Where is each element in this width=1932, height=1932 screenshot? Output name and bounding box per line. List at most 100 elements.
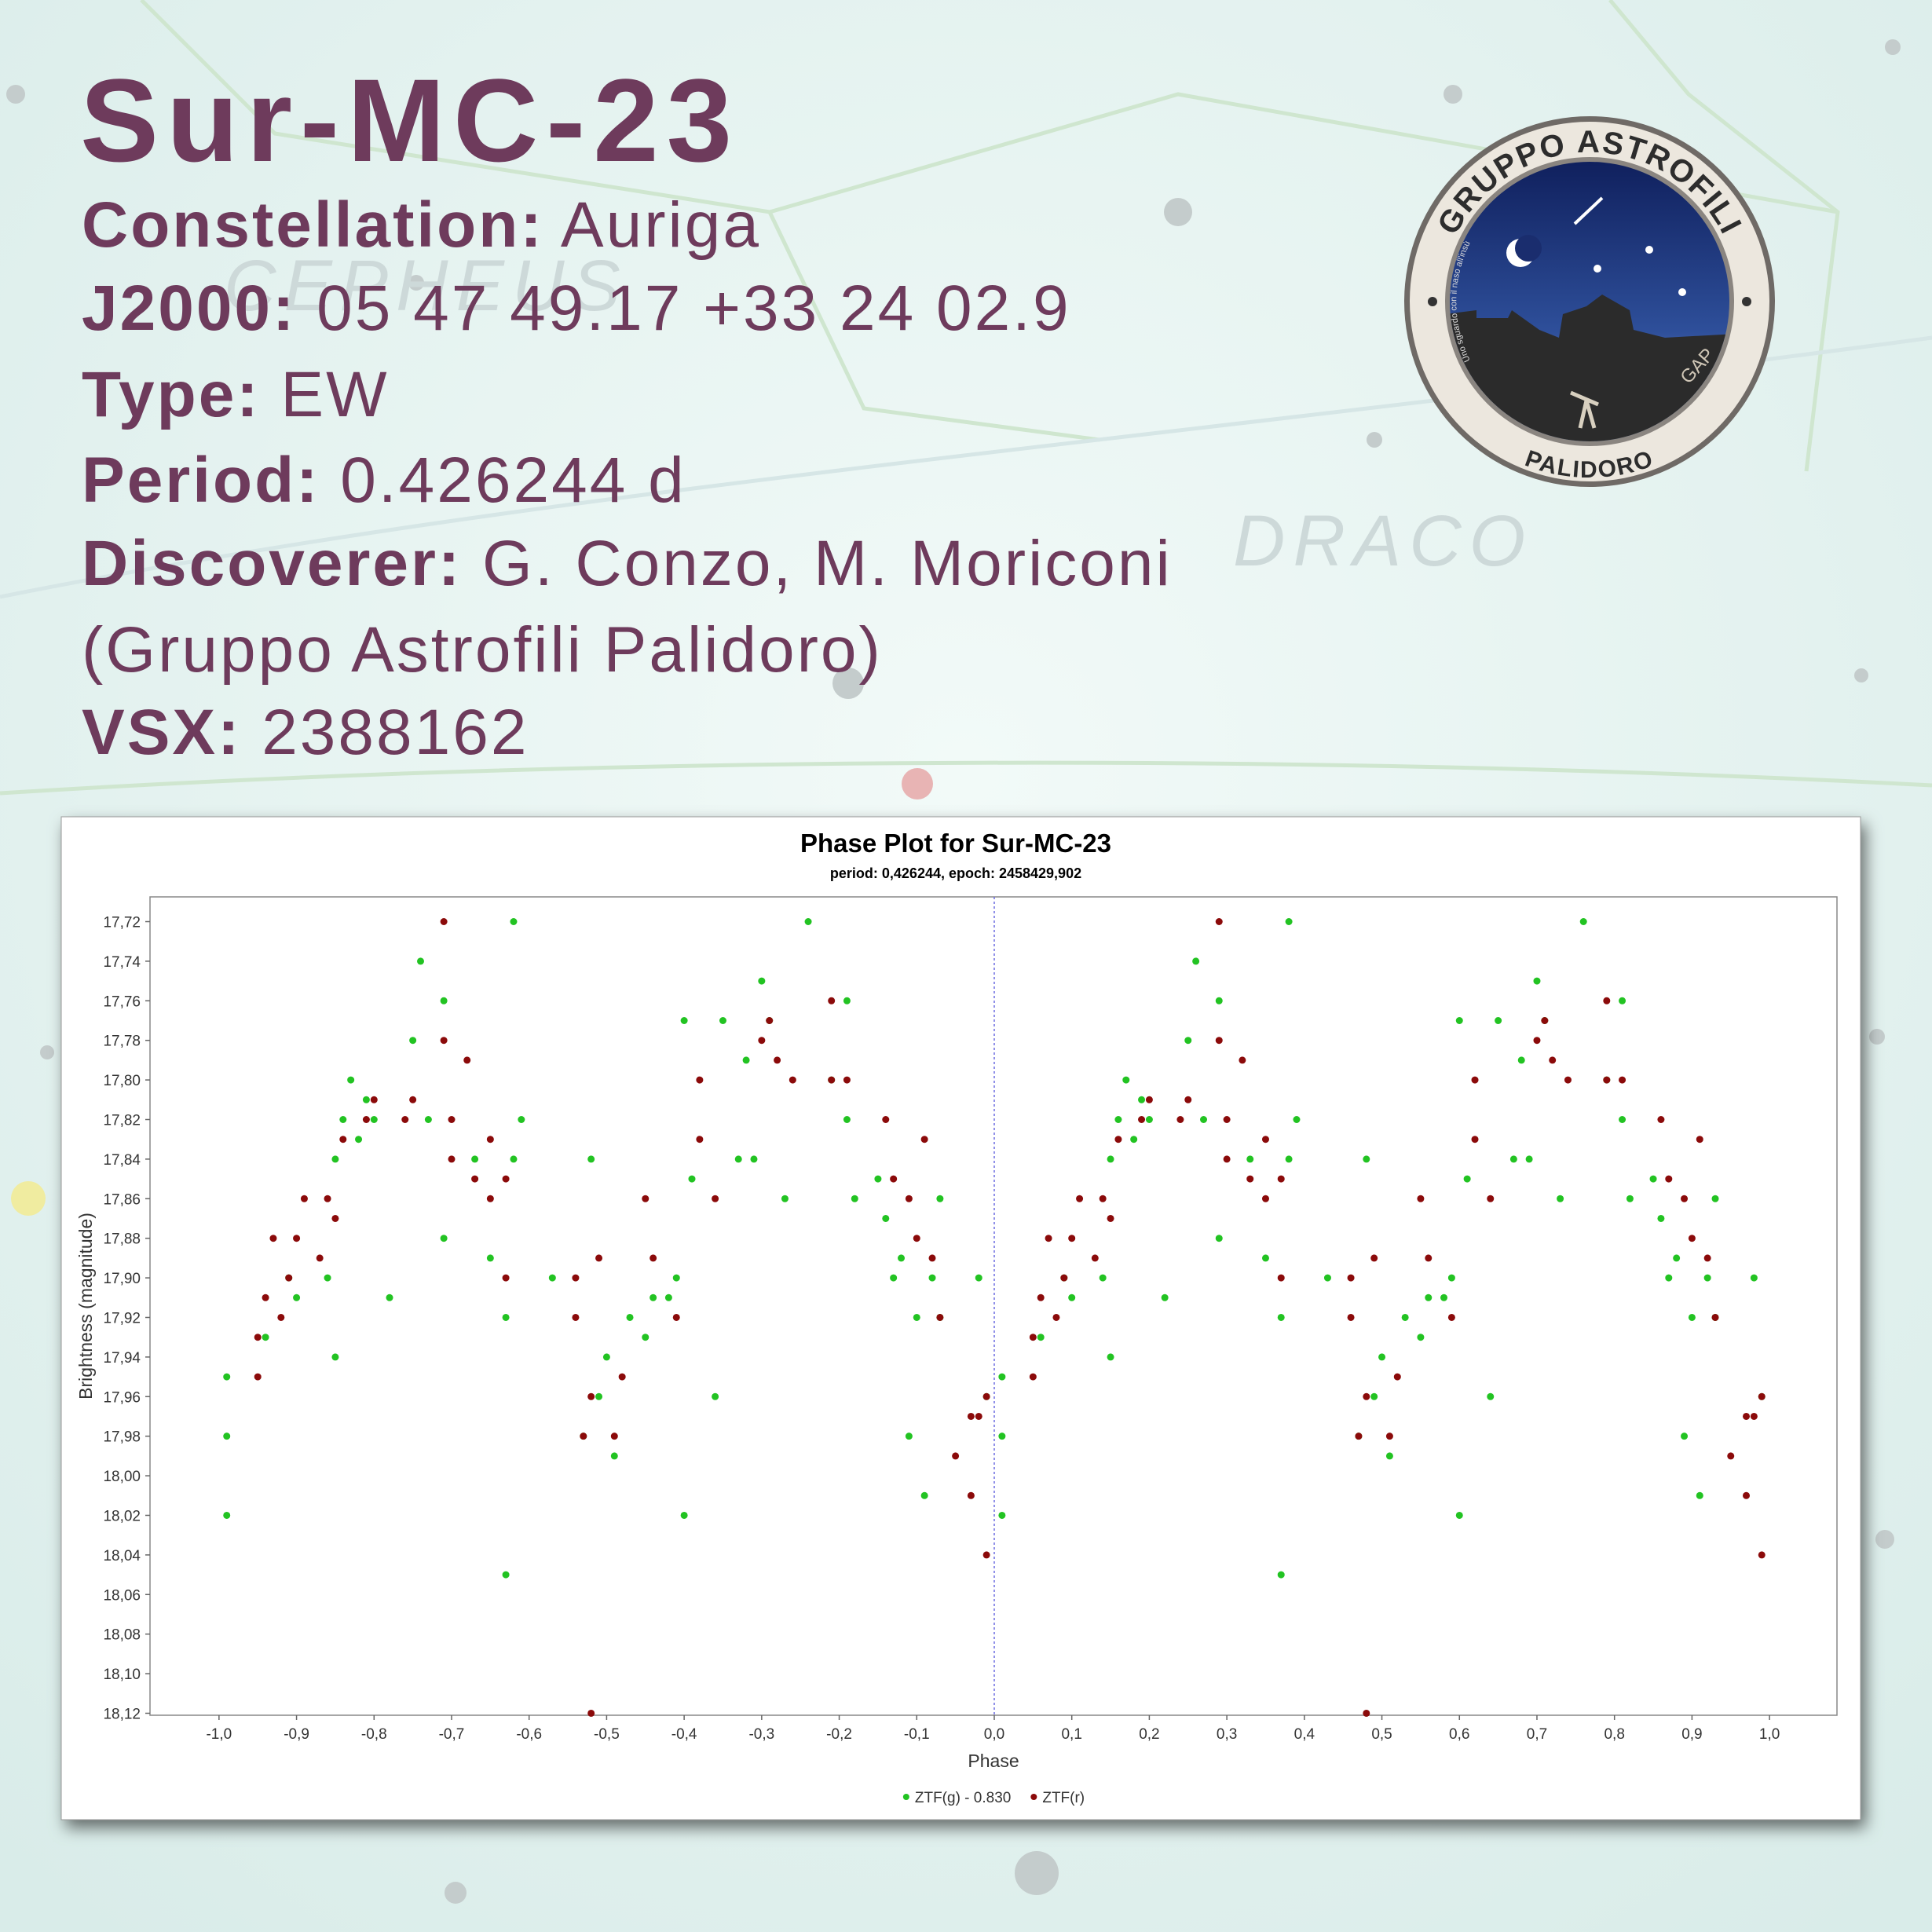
data-point [1657, 1214, 1665, 1222]
data-point [1495, 1016, 1502, 1024]
data-point [696, 1076, 704, 1084]
y-tick-label: 18,12 [103, 1706, 141, 1722]
data-point [1215, 1235, 1223, 1242]
data-point [486, 1136, 494, 1143]
data-point [1758, 1392, 1766, 1400]
data-point [1417, 1334, 1425, 1341]
x-tick-label: 0,8 [1604, 1726, 1624, 1743]
data-point [1619, 1076, 1626, 1084]
data-point [355, 1136, 363, 1143]
data-point [293, 1293, 301, 1301]
data-point [982, 1551, 990, 1559]
legend: ZTF(g) - 0.830 ZTF(r) [902, 1790, 1085, 1806]
data-point [742, 1056, 750, 1064]
data-point [936, 1195, 944, 1202]
x-tick-label: 0,3 [1217, 1726, 1237, 1743]
data-point [712, 1392, 719, 1400]
data-point [262, 1293, 269, 1301]
data-point [1447, 1274, 1455, 1282]
data-point [448, 1155, 456, 1163]
data-point [1192, 957, 1200, 965]
data-point [1355, 1433, 1363, 1440]
info-label: VSX: [82, 697, 241, 768]
x-tick-label: -1,0 [206, 1726, 232, 1743]
data-point [1261, 1136, 1269, 1143]
data-point [587, 1155, 595, 1163]
data-point [1239, 1056, 1246, 1064]
data-point [1665, 1175, 1673, 1183]
background-stars [6, 39, 1901, 1904]
y-tick-label: 18,10 [103, 1667, 141, 1683]
data-point [1138, 1115, 1146, 1123]
data-point [649, 1293, 657, 1301]
y-tick-label: 17,88 [103, 1231, 141, 1248]
data-point [339, 1115, 347, 1123]
data-point [1401, 1313, 1409, 1321]
data-point [254, 1373, 262, 1381]
data-point [223, 1433, 231, 1440]
info-line: Type: EW [82, 359, 390, 430]
x-tick-label: 0,0 [984, 1726, 1004, 1743]
data-point [1440, 1293, 1448, 1301]
data-point [1099, 1274, 1107, 1282]
chart-subtitle: period: 0,426244, epoch: 2458429,902 [830, 865, 1081, 881]
data-point [998, 1373, 1006, 1381]
data-point [510, 1155, 518, 1163]
data-point [642, 1334, 649, 1341]
data-point [1681, 1433, 1689, 1440]
data-point [998, 1511, 1006, 1519]
x-tick-label: 0,2 [1139, 1726, 1159, 1743]
data-point [882, 1214, 890, 1222]
y-tick-label: 17,74 [103, 954, 141, 971]
info-value: Auriga [561, 189, 761, 261]
data-point [331, 1353, 339, 1361]
data-point [1533, 1037, 1541, 1045]
data-point [580, 1433, 587, 1440]
x-tick-label: 0,1 [1061, 1726, 1081, 1743]
data-point [1363, 1709, 1370, 1717]
x-tick-label: -0,3 [748, 1726, 774, 1743]
data-point [696, 1136, 704, 1143]
data-point [890, 1274, 898, 1282]
y-tick-label: 18,08 [103, 1627, 141, 1644]
data-point [1541, 1016, 1549, 1024]
legend-label: ZTF(g) - 0.830 [915, 1790, 1011, 1806]
data-point [1363, 1392, 1370, 1400]
data-point [1215, 917, 1223, 925]
data-point [386, 1293, 393, 1301]
data-point [1447, 1313, 1455, 1321]
data-point [409, 1096, 417, 1103]
data-point [223, 1373, 231, 1381]
data-point [1091, 1254, 1099, 1262]
data-point [851, 1195, 858, 1202]
x-tick-label: -0,6 [516, 1726, 542, 1743]
data-point [262, 1334, 269, 1341]
info-value: 2388162 [262, 697, 529, 768]
info-label: Period: [82, 445, 320, 516]
data-point [1285, 917, 1293, 925]
data-point [1107, 1214, 1114, 1222]
y-tick-label: 17,76 [103, 993, 141, 1010]
data-point [789, 1076, 796, 1084]
y-tick-label: 17,80 [103, 1073, 141, 1089]
y-tick-label: 17,94 [103, 1350, 141, 1367]
info-line: VSX: 2388162 [82, 697, 529, 768]
data-point [1673, 1254, 1681, 1262]
data-point [1703, 1274, 1711, 1282]
data-point [680, 1016, 688, 1024]
data-point [1184, 1096, 1192, 1103]
data-point [1370, 1254, 1378, 1262]
data-point [1378, 1353, 1386, 1361]
data-point [595, 1254, 603, 1262]
data-point [486, 1254, 494, 1262]
data-point [719, 1016, 726, 1024]
data-point [510, 917, 518, 925]
data-point [324, 1274, 331, 1282]
data-point [595, 1392, 603, 1400]
data-point [324, 1195, 331, 1202]
data-point [1509, 1155, 1517, 1163]
info-label: Constellation: [82, 189, 544, 261]
data-point [269, 1235, 277, 1242]
data-point [680, 1511, 688, 1519]
